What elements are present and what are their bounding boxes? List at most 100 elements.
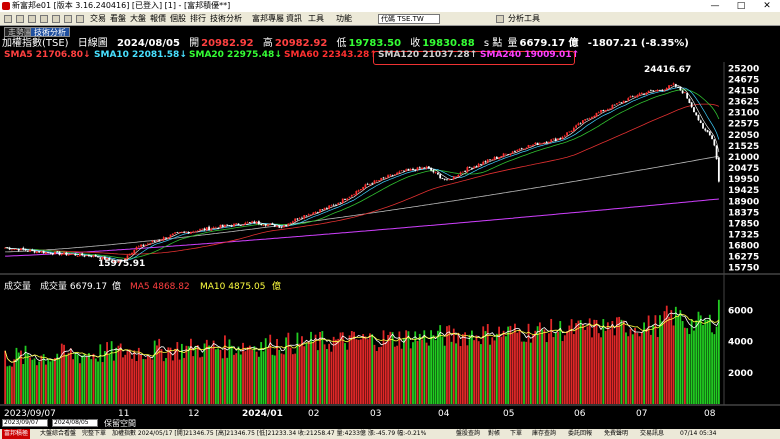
volume-bar [237,346,240,404]
low-label: 低 [336,38,347,49]
status-btn-disclaimer[interactable]: 免費聲明 [604,430,629,437]
volume-bar [85,356,88,404]
price-tick-label: 23100 [728,109,759,119]
menu-functions[interactable]: 功能 [336,14,352,23]
candle-body [208,226,210,231]
candle-body [493,157,496,160]
volume-bar [276,338,278,404]
menu-market[interactable]: 大盤 [130,14,146,23]
analysis-tools-menu[interactable]: 分析工具 [508,14,540,23]
status-btn-order[interactable]: 下單 [510,430,523,437]
volume-bar [140,354,142,404]
candle-body [609,108,612,110]
reserve-space-toggle[interactable]: 保留空間 [104,419,136,428]
candle-body [647,90,650,93]
low-annotation: 15975.91 [98,259,145,269]
maximize-button[interactable]: □ [736,1,746,11]
volume-bar [344,343,346,404]
volume-bar [491,337,494,404]
candle-body [122,260,124,261]
volume-bar [22,364,25,404]
menu-technical[interactable]: 技術分析 [210,14,242,23]
candle-body [131,252,133,255]
volume-bar [470,330,473,404]
volume-bar [262,351,265,404]
range-from-select[interactable]: 2023/09/07 [2,419,48,427]
candle-body [665,88,668,90]
candle-body [271,223,274,225]
volume-bar [230,345,233,404]
volume-bar [484,331,487,404]
candle-body [210,228,213,231]
minimize-button[interactable]: — [710,1,720,11]
menu-trade[interactable]: 交易 [90,14,106,23]
status-btn-statement[interactable]: 對帳 [488,430,501,437]
candle-body [470,167,473,169]
status-btn-reports[interactable]: 委託回報 [568,430,593,437]
volume-bar [212,340,215,404]
price-tick-label: 16800 [728,242,759,252]
volume-bar [312,342,315,404]
candle-body [602,110,605,112]
candle-body [67,254,70,256]
candle-body [437,172,439,175]
volume-today: 成交量 6679.17 [40,282,108,292]
menu-stock[interactable]: 個股 [170,14,186,23]
menu-news[interactable]: 資訊 [286,14,302,23]
analysis-tools-icon[interactable] [496,15,504,23]
candle-body [144,244,147,246]
volume-bar [112,360,115,404]
print-icon[interactable] [52,15,60,23]
volume-bar [706,319,709,404]
volume-bar [298,343,301,404]
status-btn-query[interactable]: 盤股查詢 [456,430,481,437]
candle-body [668,85,670,89]
settings-icon[interactable] [76,15,84,23]
menu-watch[interactable]: 看盤 [110,14,126,23]
status-tab-market[interactable]: 大盤綜合看盤 [40,430,77,437]
candle-body [509,153,512,156]
tab-technical-analysis[interactable]: 技術分析 [30,27,70,37]
refresh-icon[interactable] [40,15,48,23]
candle-body [625,101,627,102]
volume-bar [391,332,394,404]
volume-bar [507,326,510,404]
volume-bar [523,341,525,404]
volume-bar [33,358,36,404]
candle-body [276,225,278,227]
menu-tools[interactable]: 工具 [308,14,324,23]
candle-body [285,225,287,226]
candle-body [389,174,392,176]
volume-bar [495,333,498,404]
price-tick-label: 21525 [728,142,759,152]
ma-highlight-box [373,51,575,65]
menu-ranking[interactable]: 排行 [190,14,206,23]
home-icon[interactable] [4,15,12,23]
volume-bar [255,351,258,404]
volume-bar [516,332,519,404]
candle-body [359,189,362,191]
status-btn-messages[interactable]: 交易訊息 [640,430,665,437]
period-label[interactable]: 日線圖 [77,38,108,49]
menu-quote[interactable]: 報價 [150,14,166,23]
quote-info-row: 加權指數(TSE) 日線圖 2024/08/05 開 20982.92 高 2098… [0,37,780,50]
candle-body [620,102,623,104]
account-badge[interactable]: 富邦積極 [2,429,31,439]
symbol-input[interactable]: 代碼 TSE.TW [378,14,440,24]
candle-body [312,212,315,215]
volume-bar [305,342,308,404]
x-tick-label: 2024/01 [242,409,283,419]
volume-bar [464,332,466,404]
forward-icon[interactable] [28,15,36,23]
range-to-select[interactable]: 2024/08/05 [52,419,98,427]
back-icon[interactable] [16,15,24,23]
candle-body [278,225,281,228]
status-tab-order[interactable]: 完整下單 [82,430,107,437]
close-button[interactable]: ✕ [763,1,771,11]
sma120-label: SMA120 21037.28↑ [378,50,478,60]
layout-icon[interactable] [64,15,72,23]
candle-body [534,142,537,145]
menu-fubon[interactable]: 富邦專屬 [252,14,284,23]
status-btn-inventory[interactable]: 庫存查詢 [532,430,557,437]
